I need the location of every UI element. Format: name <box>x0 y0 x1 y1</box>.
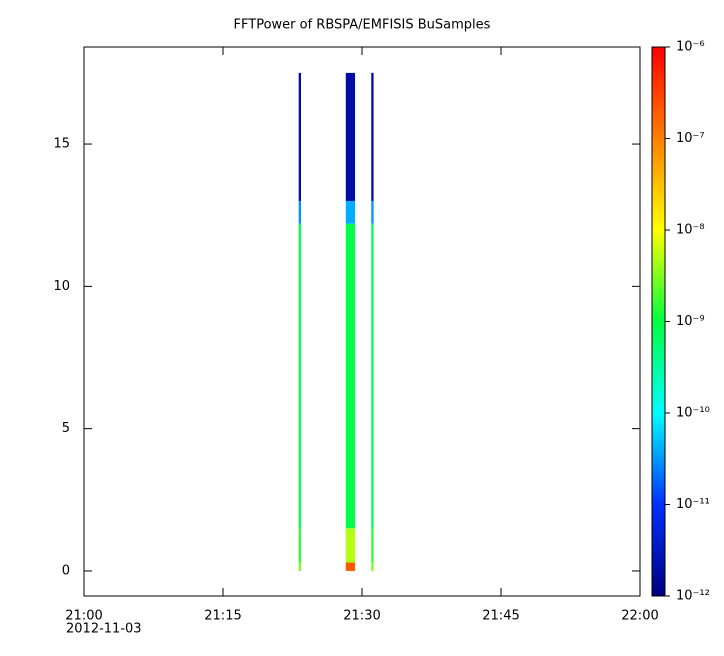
chart-title: FFTPower of RBSPA/EMFISIS BuSamples <box>234 18 491 33</box>
colorbar-tick-label: 10⁻⁸ <box>676 223 705 238</box>
colorbar-tick-label: 10⁻⁹ <box>676 314 705 329</box>
y-tick-label: 0 <box>62 563 70 578</box>
y-tick-label: 15 <box>53 137 70 152</box>
spectrogram-cell <box>298 562 301 571</box>
colorbar-tick-label: 10⁻⁷ <box>676 131 705 146</box>
spectrogram-cell <box>298 528 301 563</box>
spectrogram-cell <box>298 72 301 201</box>
x-tick-label: 21:45 <box>482 609 519 624</box>
spectrogram-cell <box>371 72 374 201</box>
spectrogram-cell <box>371 200 374 224</box>
spectrogram-cell <box>345 223 356 529</box>
y-tick-label: 5 <box>62 421 70 436</box>
spectrogram-cell <box>371 562 374 571</box>
spectrogram-cell <box>345 72 356 201</box>
colorbar-tick-label: 10⁻¹⁰ <box>676 406 710 421</box>
plot-frame <box>83 46 641 597</box>
spectrogram-cell <box>371 223 374 529</box>
spectrogram-cell <box>298 223 301 529</box>
date-label: 2012-11-03 <box>66 622 142 637</box>
spectrogram-cell <box>371 528 374 563</box>
x-tick-label: 21:00 <box>65 609 102 624</box>
colorbar-tick-label: 10⁻¹¹ <box>676 497 710 512</box>
spectrogram-cell <box>345 528 356 563</box>
colorbar <box>651 46 666 597</box>
spectrogram-cell <box>298 200 301 224</box>
colorbar-tick-label: 10⁻⁶ <box>676 40 705 55</box>
x-tick-label: 22:00 <box>621 609 658 624</box>
spectrogram-cell <box>345 200 356 224</box>
x-tick-label: 21:15 <box>204 609 241 624</box>
x-tick-label: 21:30 <box>343 609 380 624</box>
colorbar-tick-label: 10⁻¹² <box>676 589 710 604</box>
y-tick-label: 10 <box>53 279 70 294</box>
spectrogram-cell <box>345 562 356 571</box>
